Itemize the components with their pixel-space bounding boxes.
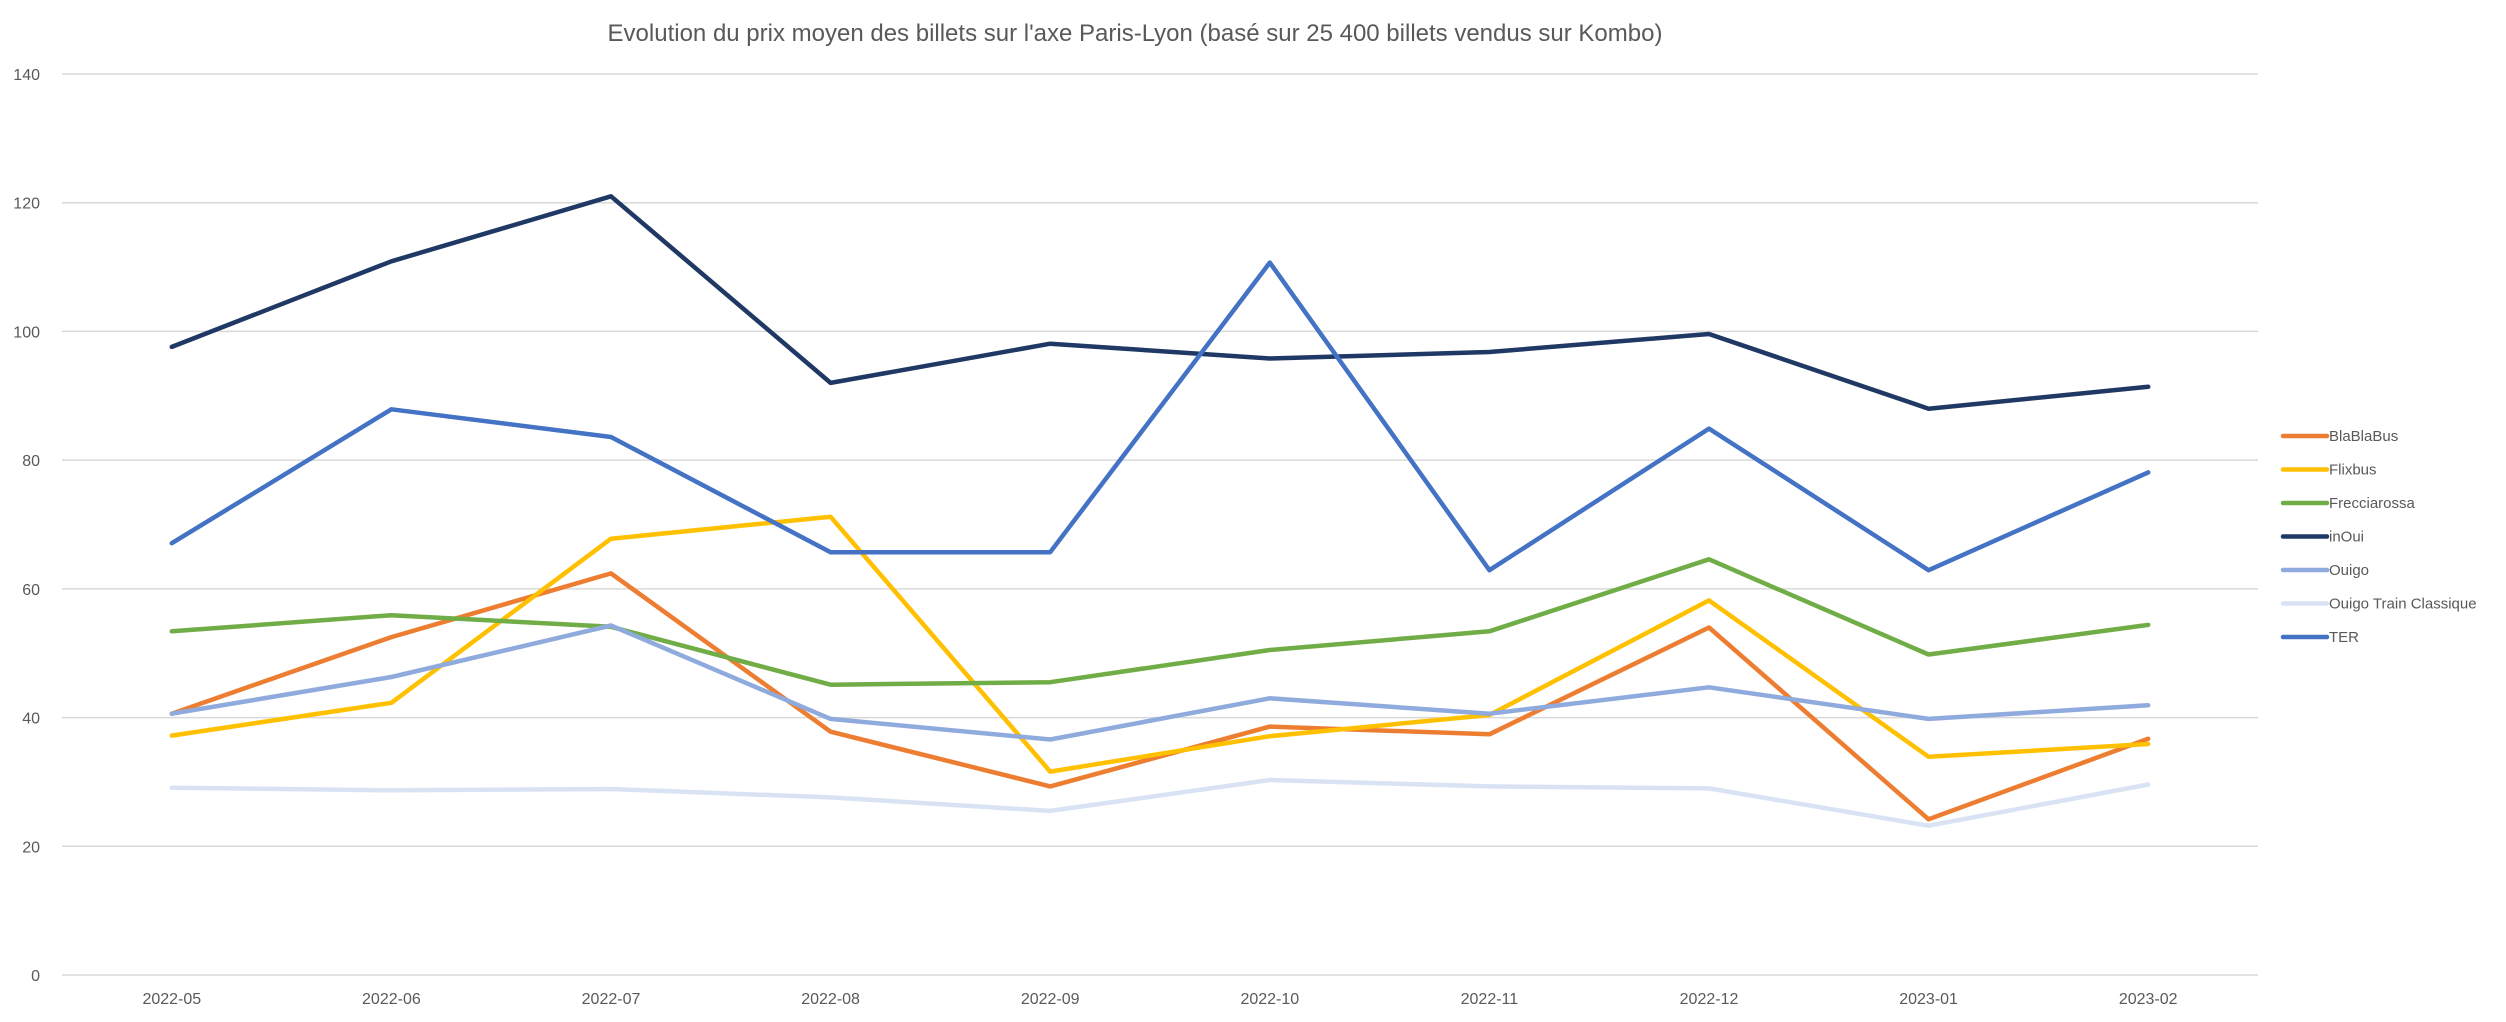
y-tick-label: 140: [13, 67, 40, 84]
legend-item: Ouigo: [2280, 562, 2369, 579]
x-tick-label: 2022-09: [1021, 991, 1080, 1008]
legend-label: TER: [2329, 629, 2359, 646]
y-tick-label: 120: [13, 196, 40, 213]
legend-item: Frecciarossa: [2280, 495, 2416, 512]
series-line-inoui: [169, 194, 2151, 411]
series-line-ouigo: [169, 623, 2151, 742]
legend-label: Flixbus: [2329, 462, 2377, 479]
y-tick-label: 80: [22, 453, 40, 470]
y-tick-label: 20: [22, 839, 40, 856]
x-tick-label: 2022-08: [801, 991, 860, 1008]
legend-label: Ouigo: [2329, 562, 2369, 579]
legend-item: Ouigo Train Classique: [2280, 596, 2477, 613]
x-tick-label: 2023-02: [2119, 991, 2178, 1008]
legend-label: Ouigo Train Classique: [2329, 596, 2477, 613]
legend-item: Flixbus: [2280, 462, 2377, 479]
x-tick-label: 2022-11: [1461, 991, 1519, 1008]
legend-label: BlaBlaBus: [2329, 428, 2398, 445]
series-line-flixbus: [169, 514, 2151, 774]
y-axis: 0 20 40 60 80 100 120 140: [13, 67, 40, 985]
y-tick-label: 100: [13, 324, 40, 341]
series-line-ter: [169, 260, 2151, 573]
y-tick-label: 40: [22, 711, 40, 728]
series-line-blablabus: [169, 571, 2151, 822]
x-tick-label: 2022-12: [1680, 991, 1739, 1008]
x-tick-label: 2022-06: [362, 991, 421, 1008]
legend-item: BlaBlaBus: [2280, 428, 2398, 445]
legend-label: inOui: [2329, 529, 2364, 546]
legend-item: TER: [2280, 629, 2359, 646]
x-tick-label: 2023-01: [1899, 991, 1958, 1008]
series-line-ouigo-train-classique: [169, 777, 2151, 828]
x-tick-label: 2022-10: [1240, 991, 1299, 1008]
x-tick-label: 2022-05: [142, 991, 201, 1008]
chart-title: Evolution du prix moyen des billets sur …: [608, 20, 1663, 47]
legend-item: inOui: [2280, 529, 2364, 546]
legend: BlaBlaBus Flixbus Frecciarossa inOui Ouigo Ou…: [2280, 428, 2477, 646]
gridlines: [62, 73, 2258, 976]
series-line-frecciarossa: [169, 557, 2151, 687]
x-tick-label: 2022-07: [582, 991, 641, 1008]
series-lines: [169, 194, 2151, 828]
x-axis: 2022-05 2022-06 2022-07 2022-08 2022-09 2022-…: [142, 991, 2177, 1008]
legend-label: Frecciarossa: [2329, 495, 2416, 512]
y-tick-label: 60: [22, 582, 40, 599]
y-tick-label: 0: [31, 968, 40, 985]
